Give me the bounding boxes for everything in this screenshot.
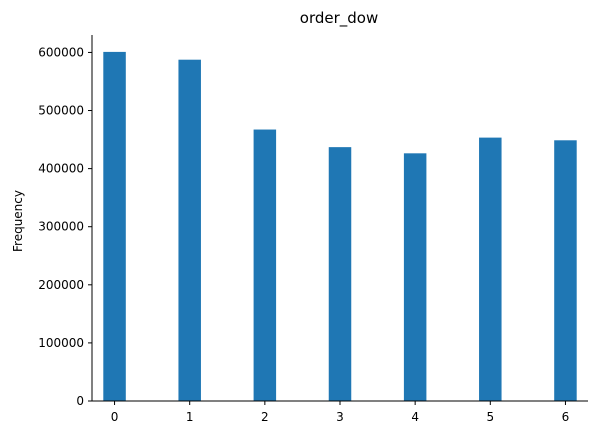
x-ticks-layer: 0 1 2 3 4 5 6 <box>111 401 570 424</box>
y-tick-label-2: 200000 <box>38 278 84 292</box>
bar-3 <box>328 147 352 401</box>
y-tick-label-1: 100000 <box>38 336 84 350</box>
bar-2 <box>253 129 277 402</box>
y-tick-label-5: 500000 <box>38 104 84 118</box>
x-tick-label-0: 0 <box>111 410 119 424</box>
y-axis-label: Frequency <box>11 190 25 252</box>
y-tick-label-6: 600000 <box>38 45 84 59</box>
chart-title: order_dow <box>300 9 378 28</box>
bar-6 <box>554 140 577 402</box>
x-tick-label-2: 2 <box>261 410 269 424</box>
x-tick-label-3: 3 <box>336 410 344 424</box>
x-tick-label-1: 1 <box>186 410 194 424</box>
bar-5 <box>479 137 502 402</box>
y-tick-label-3: 300000 <box>38 220 84 234</box>
y-tick-label-0: 0 <box>76 394 84 408</box>
y-ticks-layer: 0 100000 200000 300000 400000 500000 600000 <box>38 45 92 408</box>
bar-0 <box>103 51 126 402</box>
x-tick-label-4: 4 <box>411 410 419 424</box>
bar-1 <box>178 59 201 401</box>
x-tick-label-6: 6 <box>562 410 570 424</box>
bars-layer <box>103 51 577 402</box>
x-tick-label-5: 5 <box>486 410 494 424</box>
bar-4 <box>403 153 427 401</box>
y-tick-label-4: 400000 <box>38 162 84 176</box>
